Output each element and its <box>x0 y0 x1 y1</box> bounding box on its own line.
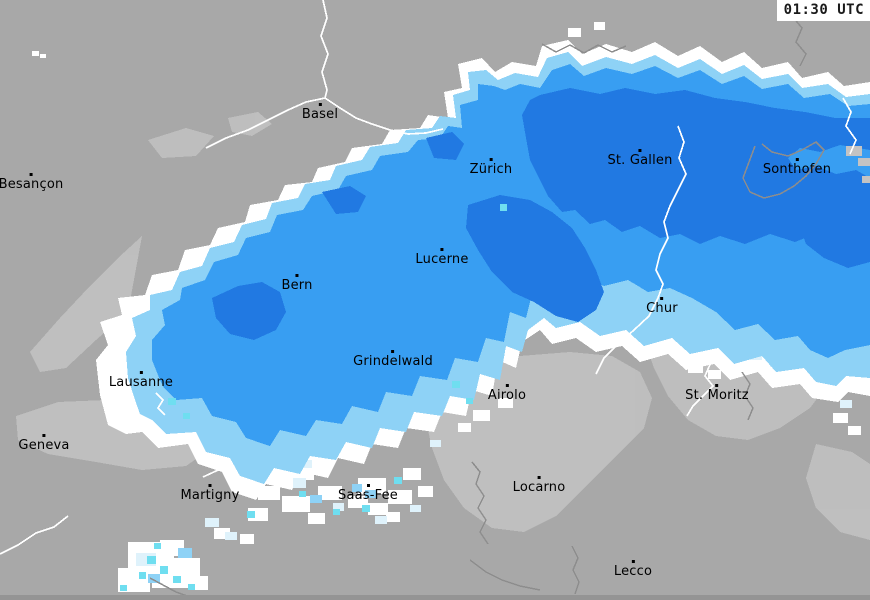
rain-cyan-layer <box>120 204 507 591</box>
timestamp-box: 01:30 UTC <box>776 0 870 21</box>
map-bottom-edge <box>0 595 870 600</box>
timestamp-label: 01:30 UTC <box>783 2 864 18</box>
terrain-over-layer <box>846 146 870 183</box>
border-white-layer <box>0 0 857 555</box>
border-gray-layer <box>149 15 825 600</box>
rain-dark-layer <box>212 88 870 340</box>
